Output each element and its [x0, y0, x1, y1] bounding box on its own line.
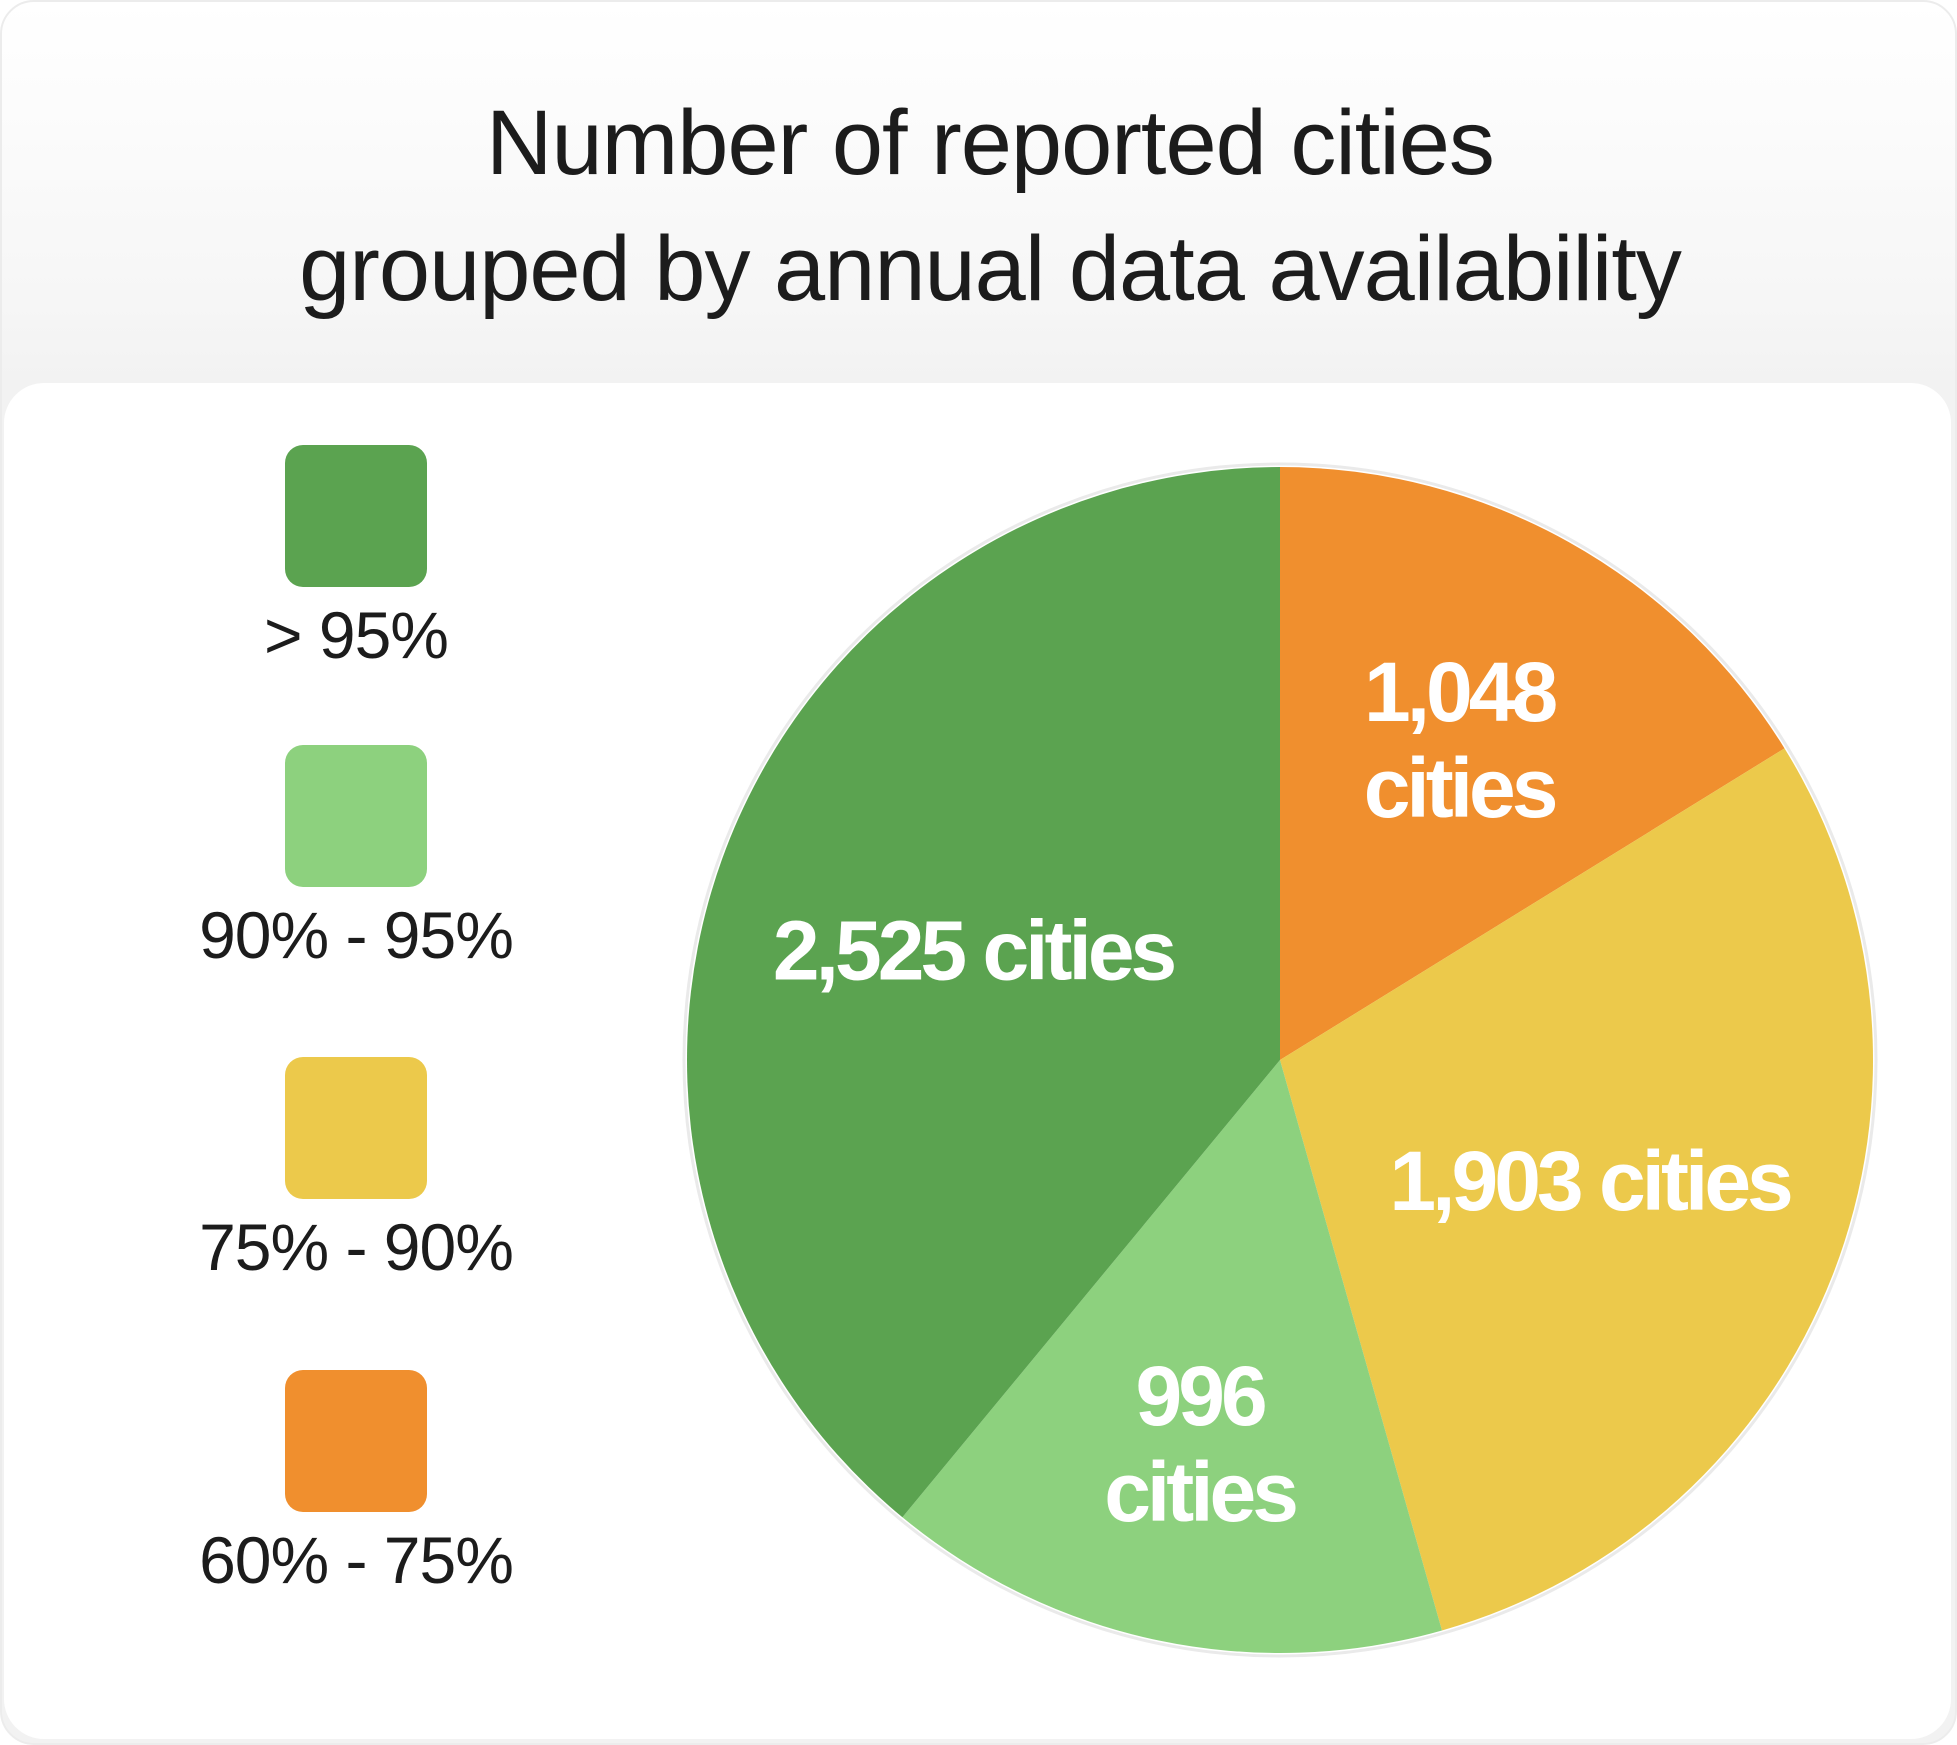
chart-title: Number of reported cities grouped by ann… — [0, 80, 1957, 332]
legend-item-60-75: 60% - 75% — [0, 1370, 600, 1630]
pie-slice-label-line: 1,903 cities — [1389, 1134, 1791, 1228]
pie-slice-60-75 — [1280, 467, 1785, 1060]
pie-slice-label-60-75: 1,048 cities — [1364, 645, 1557, 835]
pie-slice-label-gt-95: 2,525 cities — [773, 904, 1175, 998]
legend-label-75-90: 75% - 90% — [199, 1210, 514, 1284]
chart-title-line-2: grouped by annual data availability — [299, 218, 1682, 320]
pie-slice-label-line: cities — [1364, 741, 1556, 835]
legend-item-90-95: 90% - 95% — [0, 745, 600, 1005]
legend-swatch-75-90 — [285, 1057, 427, 1199]
pie-slices — [687, 467, 1874, 1654]
legend-label-60-75: 60% - 75% — [199, 1523, 514, 1597]
pie-slice-label-75-90: 1,903 cities — [1389, 1134, 1791, 1228]
pie-slice-90-95 — [902, 1060, 1442, 1654]
pie-slice-label-line: 2,525 cities — [773, 904, 1175, 998]
chart-title-line-1: Number of reported cities — [486, 92, 1495, 194]
pie-slice-label-line: 1,048 — [1364, 645, 1556, 739]
legend-item-75-90: 75% - 90% — [0, 1057, 600, 1317]
pie-slice-label-line: cities — [1104, 1445, 1296, 1539]
pie-slice-75-90 — [1280, 748, 1874, 1631]
legend-swatch-gt-95 — [285, 445, 427, 587]
legend-swatch-60-75 — [285, 1370, 427, 1512]
pie-slice-label-90-95: 996 cities — [1104, 1349, 1296, 1539]
legend-swatch-90-95 — [285, 745, 427, 887]
legend: > 95% 90% - 95% 75% - 90% 60% - 75% — [0, 0, 600, 1745]
legend-label-90-95: 90% - 95% — [199, 898, 514, 972]
legend-label-gt-95: > 95% — [264, 598, 449, 672]
legend-item-gt-95: > 95% — [0, 445, 600, 705]
pie-slice-gt-95 — [687, 467, 1280, 1518]
pie-slice-label-line: 996 — [1136, 1349, 1265, 1443]
